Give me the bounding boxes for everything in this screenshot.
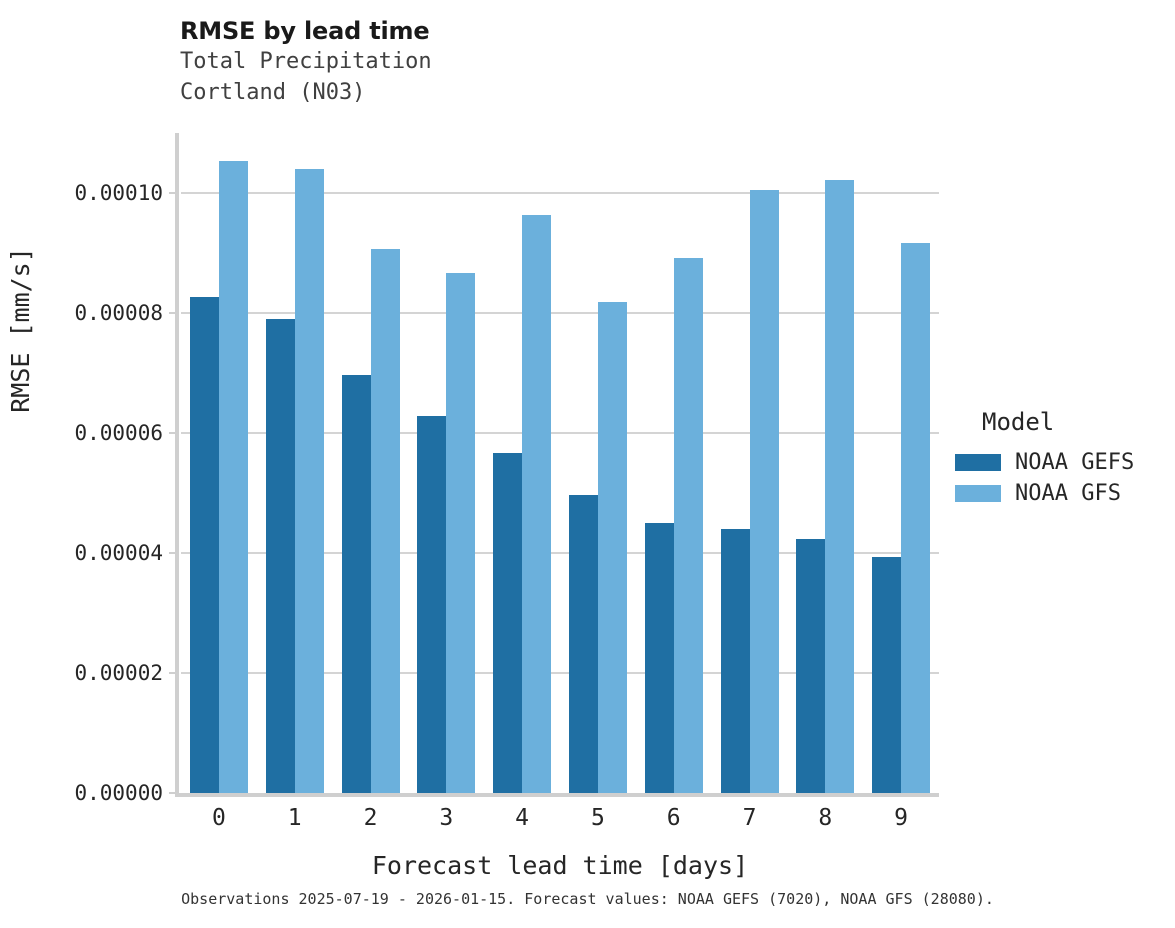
bar-noaa-gfs-lead-7 <box>749 190 779 793</box>
chart-caption: Observations 2025-07-19 - 2026-01-15. Fo… <box>181 890 994 908</box>
legend: Model NOAA GEFS NOAA GFS <box>955 408 1170 509</box>
y-axis-title: RMSE [mm/s] <box>6 247 35 413</box>
bar-noaa-gfs-lead-5 <box>597 302 627 793</box>
bar-noaa-gefs-lead-7 <box>720 529 750 793</box>
chart-title: RMSE by lead time <box>180 17 430 45</box>
bar-noaa-gfs-lead-2 <box>370 248 400 793</box>
bar-noaa-gefs-lead-0 <box>189 296 219 793</box>
title-block: RMSE by lead time Total Precipitation Co… <box>180 16 940 108</box>
legend-entry-label: NOAA GEFS <box>1015 450 1135 475</box>
legend-title: Model <box>982 408 1055 436</box>
legend-entry-label: NOAA GFS <box>1015 481 1121 506</box>
x-axis-tick-label: 9 <box>894 805 909 831</box>
legend-entry[interactable]: NOAA GEFS <box>955 447 1170 478</box>
bar-noaa-gfs-lead-6 <box>673 257 703 793</box>
bar-noaa-gefs-lead-1 <box>265 319 295 793</box>
plot-area: 0.00000 0.00002 0.00004 0.00006 0.00008 0.000… <box>74 133 939 880</box>
x-axis-tick-label: 0 <box>211 805 226 831</box>
legend-entries: NOAA GEFS NOAA GFS <box>955 447 1170 509</box>
bar-noaa-gfs-lead-9 <box>901 242 931 793</box>
y-axis-tick <box>169 672 177 674</box>
bar-noaa-gfs-lead-0 <box>218 161 248 793</box>
legend-swatch-icon <box>955 485 1001 502</box>
y-axis-spine <box>175 133 179 793</box>
x-axis-tick-label: 2 <box>363 805 378 831</box>
x-axis-tick-label: 3 <box>439 805 454 831</box>
gridline <box>181 672 939 674</box>
y-axis-tick <box>169 432 177 434</box>
y-axis-tick <box>169 312 177 314</box>
chart-subtitle-location: Cortland (N03) <box>180 80 366 105</box>
bar-noaa-gfs-lead-3 <box>446 273 476 793</box>
legend-entry[interactable]: NOAA GFS <box>955 478 1170 509</box>
y-axis-tick-label: 0.00002 <box>74 661 163 685</box>
gridline <box>181 432 939 434</box>
plot-inner: 0.00000 0.00002 0.00004 0.00006 0.00008 0.000… <box>74 133 939 831</box>
y-axis-tick-label: 0.00010 <box>74 181 163 205</box>
bar-noaa-gefs-lead-4 <box>493 452 523 793</box>
x-axis-tick-label: 5 <box>590 805 605 831</box>
bar-noaa-gefs-lead-3 <box>417 416 447 793</box>
y-axis-tick-label: 0.00008 <box>74 301 163 325</box>
bar-noaa-gfs-lead-1 <box>294 169 324 793</box>
bar-noaa-gfs-lead-8 <box>825 179 855 793</box>
y-axis-tick <box>169 792 177 794</box>
x-axis-tick-label: 7 <box>742 805 757 831</box>
bar-noaa-gefs-lead-5 <box>568 494 598 793</box>
gridline <box>181 192 939 194</box>
bar-noaa-gefs-lead-8 <box>796 538 826 793</box>
gridline <box>181 312 939 314</box>
x-axis-tick-label: 4 <box>515 805 530 831</box>
x-axis-title: Forecast lead time [days] <box>371 851 749 880</box>
bar-noaa-gefs-lead-9 <box>872 557 902 793</box>
y-axis-tick <box>169 192 177 194</box>
y-axis-tick-label: 0.00000 <box>74 781 163 805</box>
x-axis-tick-label: 8 <box>818 805 833 831</box>
x-axis-spine <box>175 793 939 797</box>
y-axis-tick-label: 0.00006 <box>74 421 163 445</box>
legend-swatch-icon <box>955 454 1001 471</box>
x-axis-tick-label: 1 <box>287 805 302 831</box>
bar-noaa-gfs-lead-4 <box>522 215 552 793</box>
chart-subtitle-variable: Total Precipitation <box>180 49 432 74</box>
bar-noaa-gefs-lead-6 <box>644 523 674 793</box>
gridline <box>181 552 939 554</box>
x-axis-tick-label: 6 <box>666 805 681 831</box>
y-axis-tick <box>169 552 177 554</box>
bar-noaa-gefs-lead-2 <box>341 374 371 793</box>
y-axis-tick-label: 0.00004 <box>74 541 163 565</box>
